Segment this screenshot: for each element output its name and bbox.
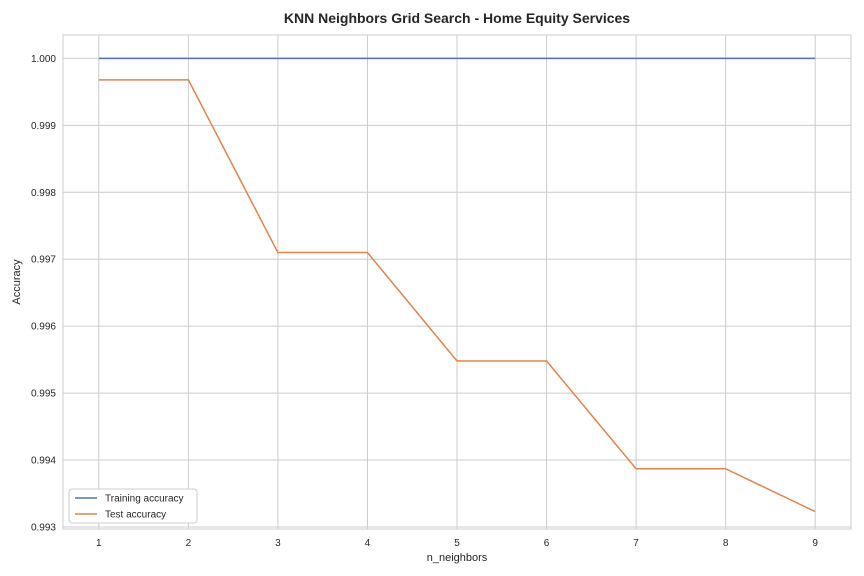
series-line-test-accuracy xyxy=(98,79,816,513)
x-tick-label: 8 xyxy=(723,538,729,549)
x-tick-label: 5 xyxy=(454,538,460,549)
series-lines xyxy=(98,57,816,513)
y-axis-label: Accuracy xyxy=(11,259,23,305)
y-axis-ticks: 0.993 0.994 0.995 0.996 0.997 0.998 0.999 1.000 xyxy=(31,54,56,534)
chart-title: KNN Neighbors Grid Search - Home Equity … xyxy=(284,10,630,26)
x-axis-ticks: 1 2 3 4 5 6 7 8 9 xyxy=(96,538,818,549)
y-tick-label: 1.000 xyxy=(31,54,56,65)
x-tick-label: 3 xyxy=(275,538,281,549)
x-tick-label: 6 xyxy=(544,538,550,549)
plot-area xyxy=(62,34,852,530)
y-tick-label: 0.999 xyxy=(31,121,56,132)
legend: Training accuracy Test accuracy xyxy=(68,488,198,524)
x-tick-label: 1 xyxy=(96,538,102,549)
y-tick-label: 0.996 xyxy=(31,322,56,333)
y-tick-label: 0.998 xyxy=(31,188,56,199)
y-tick-label: 0.995 xyxy=(31,389,56,400)
grid-lines xyxy=(63,35,851,529)
x-tick-label: 2 xyxy=(186,538,192,549)
plot-frame xyxy=(62,34,852,530)
x-tick-label: 7 xyxy=(633,538,639,549)
y-tick-label: 0.997 xyxy=(31,255,56,266)
legend-label-training-accuracy: Training accuracy xyxy=(105,494,184,505)
x-tick-label: 9 xyxy=(812,538,818,549)
x-tick-label: 4 xyxy=(365,538,371,549)
y-tick-label: 0.994 xyxy=(31,456,56,467)
x-axis-label: n_neighbors xyxy=(427,552,488,564)
legend-box xyxy=(68,488,198,524)
legend-label-test-accuracy: Test accuracy xyxy=(105,510,166,521)
y-tick-label: 0.993 xyxy=(31,522,56,533)
